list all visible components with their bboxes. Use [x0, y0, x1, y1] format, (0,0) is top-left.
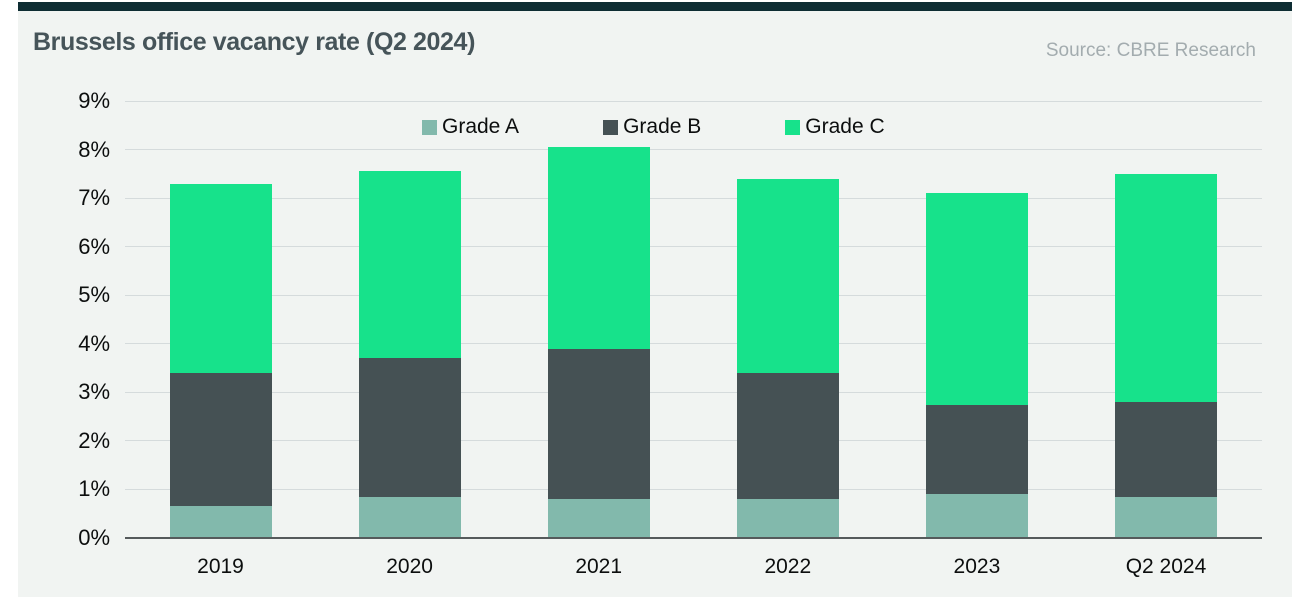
gridline-7pct: [125, 197, 1262, 199]
bar-q2-2024: [1115, 173, 1217, 538]
legend-label-grade-a: Grade A: [442, 115, 520, 138]
top-accent-bar: [18, 2, 1292, 11]
x-axis-label-q2-2024: Q2 2024: [1125, 555, 1207, 578]
bar-segment-grade-b-q2-2024: [1115, 402, 1217, 497]
bar-segment-grade-b-2022: [736, 372, 839, 500]
chart-legend: Grade A Grade B Grade C: [422, 115, 885, 139]
y-axis-tick-2pct: 2%: [78, 427, 110, 453]
bar-2023: [925, 193, 1028, 538]
bar-segment-grade-b-2021: [547, 348, 650, 500]
bar-2022: [736, 178, 839, 538]
bar-segment-grade-a-q2-2024: [1115, 496, 1217, 538]
gridline-9pct: [125, 100, 1262, 102]
legend-swatch-grade-b: [603, 119, 619, 135]
y-axis-tick-6pct: 6%: [78, 233, 110, 259]
y-axis-tick-1pct: 1%: [78, 476, 110, 502]
gridline-5pct: [125, 294, 1262, 296]
bar-segment-grade-c-2020: [358, 171, 461, 359]
bar-segment-grade-a-2023: [925, 494, 1028, 538]
x-axis-label-2019: 2019: [197, 555, 244, 578]
legend-label-grade-b: Grade B: [623, 115, 702, 138]
gridline-6pct: [125, 246, 1262, 248]
gridline-3pct: [125, 391, 1262, 393]
bar-2020: [358, 171, 461, 538]
y-axis-tick-9pct: 9%: [78, 88, 110, 113]
y-axis-tick-4pct: 4%: [78, 330, 110, 356]
gridline-8pct: [125, 149, 1262, 151]
legend-item-grade-a: Grade A: [422, 115, 519, 139]
x-axis-baseline: [125, 537, 1262, 539]
gridline-2pct: [125, 440, 1262, 442]
x-axis-label-2020: 2020: [386, 555, 433, 578]
y-axis-tick-7pct: 7%: [78, 185, 110, 211]
bar-2021: [547, 147, 650, 538]
bar-segment-grade-b-2023: [925, 404, 1028, 495]
bar-segment-grade-b-2020: [358, 358, 461, 497]
bar-segment-grade-c-q2-2024: [1115, 173, 1217, 403]
legend-label-grade-c: Grade C: [805, 115, 885, 138]
bar-2019: [169, 183, 272, 538]
y-axis-tick-0pct: 0%: [78, 525, 110, 550]
x-axis-label-2021: 2021: [575, 555, 623, 578]
bar-segment-grade-b-2019: [169, 372, 272, 507]
bar-segment-grade-a-2020: [358, 496, 461, 538]
x-axis-label-2023: 2023: [953, 555, 1001, 578]
bar-segment-grade-a-2021: [547, 499, 650, 538]
x-axis-label-2022: 2022: [764, 555, 812, 578]
bar-segment-grade-a-2019: [169, 506, 272, 538]
chart-title: Brussels office vacancy rate (Q2 2024): [33, 28, 475, 56]
bar-segment-grade-c-2021: [547, 147, 650, 349]
y-axis-tick-3pct: 3%: [78, 379, 110, 405]
y-axis-tick-8pct: 8%: [78, 136, 110, 162]
source-attribution: Source: CBRE Research: [1045, 40, 1256, 61]
y-axis-tick-5pct: 5%: [78, 282, 110, 308]
bar-segment-grade-c-2022: [736, 178, 839, 373]
gridline-4pct: [125, 343, 1262, 345]
gridline-1pct: [125, 488, 1262, 490]
bar-segment-grade-c-2019: [169, 183, 272, 373]
plot-area: [125, 100, 1262, 539]
bar-segment-grade-a-2022: [736, 499, 839, 538]
bar-segment-grade-c-2023: [925, 193, 1028, 405]
legend-item-grade-b: Grade B: [603, 115, 701, 139]
legend-item-grade-c: Grade C: [785, 115, 885, 139]
chart-card: Brussels office vacancy rate (Q2 2024) S…: [18, 2, 1292, 597]
legend-swatch-grade-a: [422, 119, 437, 135]
legend-swatch-grade-c: [785, 119, 801, 135]
